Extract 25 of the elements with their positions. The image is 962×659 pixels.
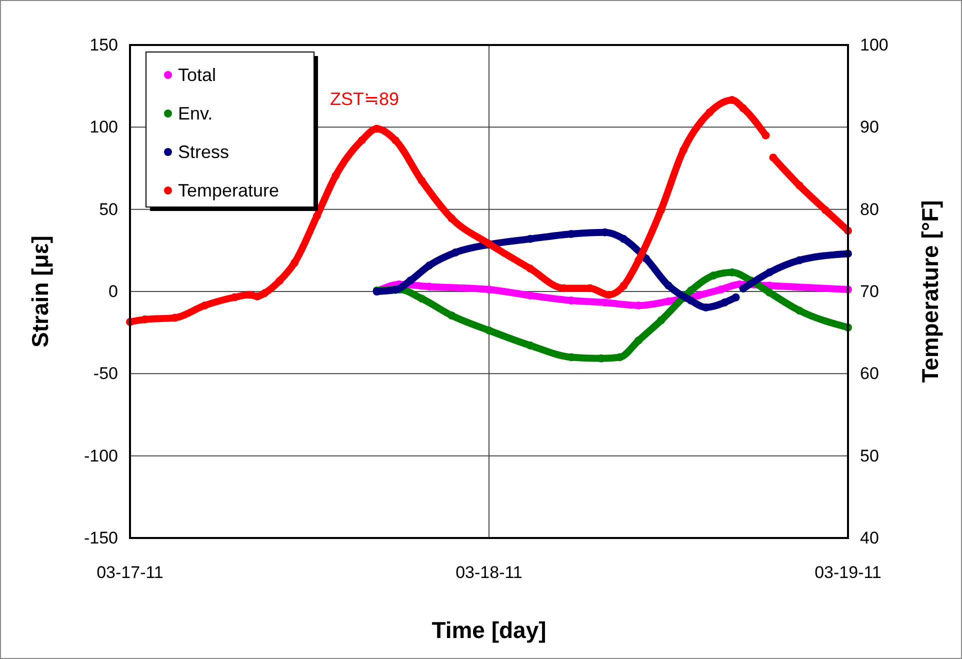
y2-tick-label: 100 [860, 36, 888, 54]
y-tick-label: -50 [93, 364, 118, 384]
y-tick-label: 0 [108, 282, 118, 301]
y2-axis-title: Temperature [°F] [917, 200, 943, 383]
legend-label: Temperature [178, 180, 280, 200]
annotation: ZST≒89 [330, 89, 400, 109]
y2-tick-label: 40 [860, 528, 879, 548]
y2-tick-label: 50 [860, 446, 879, 466]
y-tick-label: 100 [90, 118, 118, 137]
x-tick-label: 03-19-11 [814, 563, 882, 582]
y2-tick-label: 90 [860, 118, 879, 137]
x-tick-label: 03-17-11 [96, 563, 164, 582]
x-axis-title: Time [day] [432, 617, 546, 643]
y-axis-title: Strain [με] [27, 236, 53, 348]
x-tick-label: 03-18-11 [456, 563, 522, 582]
legend-label: Stress [178, 142, 230, 162]
y2-tick-label: 60 [860, 364, 879, 384]
y-tick-label: -100 [84, 446, 118, 466]
y2-tick-label: 70 [860, 282, 879, 301]
y-tick-label: 50 [99, 200, 118, 219]
legend-label: Total [178, 65, 216, 85]
legend-label: Env. [178, 104, 213, 124]
y-tick-label: -150 [84, 528, 118, 548]
y-tick-label: 150 [90, 36, 118, 54]
y2-tick-label: 80 [860, 200, 879, 219]
